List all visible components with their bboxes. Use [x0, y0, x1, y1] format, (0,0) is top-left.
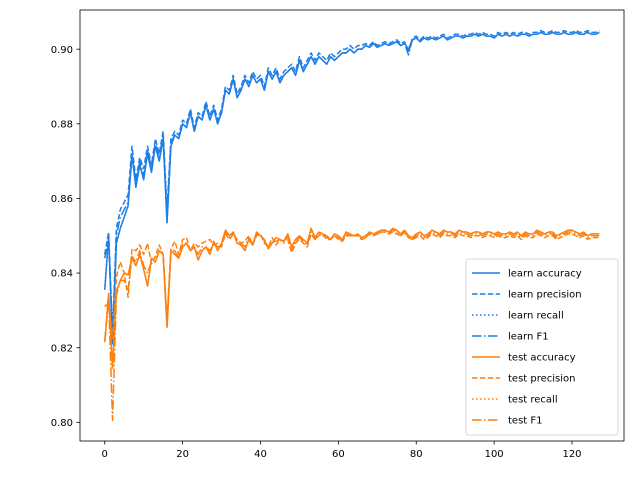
x-tick-label: 0 — [102, 449, 108, 460]
y-tick-label: 0.82 — [51, 343, 73, 354]
y-axis: 0.80 0.82 0.84 0.86 0.88 0.90 — [51, 45, 80, 429]
plot-area — [103, 29, 600, 422]
x-tick-label: 60 — [332, 449, 345, 460]
x-tick-label: 80 — [410, 449, 423, 460]
series-line-learn-F1 — [103, 31, 600, 338]
legend-label: learn accuracy — [508, 269, 582, 280]
x-axis: 0 20 40 60 80 100 120 — [102, 441, 582, 460]
x-tick-label: 100 — [485, 449, 504, 460]
series-line-learn-recall — [103, 31, 600, 345]
x-tick-label: 20 — [176, 449, 189, 460]
y-tick-label: 0.84 — [51, 269, 73, 280]
series-line-test-recall — [103, 227, 600, 369]
y-tick-label: 0.86 — [51, 194, 73, 205]
series-line-learn-precision — [103, 29, 600, 334]
legend-label: learn F1 — [508, 332, 549, 343]
x-tick-label: 40 — [254, 449, 267, 460]
y-tick-label: 0.88 — [51, 119, 73, 130]
legend-label: learn precision — [508, 290, 582, 301]
legend-label: test precision — [508, 374, 576, 385]
x-tick-label: 120 — [562, 449, 581, 460]
legend-label: test F1 — [508, 416, 543, 427]
series-line-test-precision — [104, 231, 600, 340]
legend-label: test recall — [508, 395, 558, 406]
legend-label: test accuracy — [508, 353, 576, 364]
y-tick-label: 0.80 — [51, 418, 73, 429]
legend-box — [465, 258, 619, 436]
legend: learn accuracy learn precision learn recal… — [465, 258, 619, 436]
y-tick-label: 0.90 — [51, 45, 73, 56]
axes-frame — [79, 9, 625, 442]
series-line-test-F1 — [103, 229, 600, 422]
legend-label: learn recall — [508, 311, 564, 322]
